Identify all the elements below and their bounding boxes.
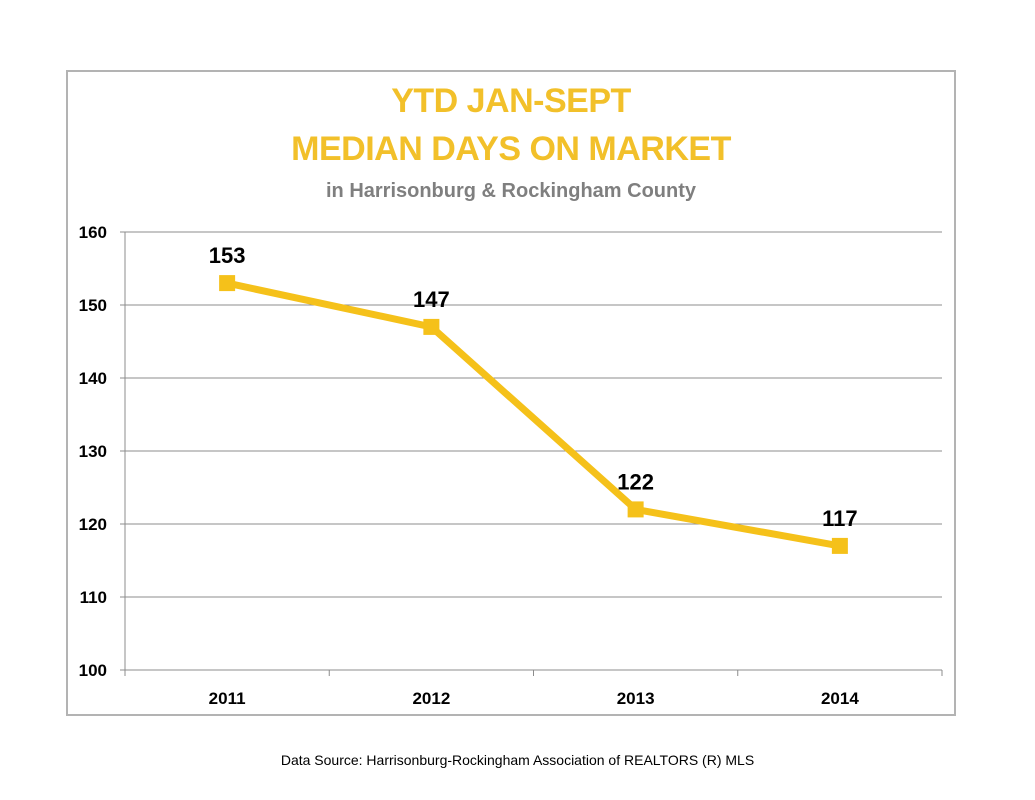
y-tick-label: 150	[79, 296, 107, 315]
data-label: 122	[617, 469, 654, 494]
x-tick-label: 2012	[412, 689, 450, 708]
chart-frame: YTD JAN-SEPT MEDIAN DAYS ON MARKET in Ha…	[66, 70, 956, 716]
x-tick-label: 2011	[209, 689, 246, 708]
data-point-marker	[219, 275, 236, 292]
data-point-marker	[423, 318, 440, 335]
y-tick-label: 110	[80, 588, 107, 607]
data-point-marker	[831, 537, 848, 554]
data-label: 117	[822, 506, 858, 531]
chart-title: YTD JAN-SEPT	[391, 82, 631, 120]
x-tick-label: 2014	[821, 689, 859, 708]
data-label: 153	[209, 243, 246, 268]
y-tick-label: 140	[79, 369, 107, 388]
data-source-note: Data Source: Harrisonburg-Rockingham Ass…	[280, 752, 755, 768]
y-tick-label: 160	[79, 223, 107, 242]
data-point-marker	[627, 501, 644, 518]
series-line	[223, 279, 844, 550]
y-tick-label: 120	[79, 515, 107, 534]
chart-title-line-2: MEDIAN DAYS ON MARKET	[291, 130, 731, 168]
chart-subtitle: in Harrisonburg & Rockingham County	[325, 180, 697, 202]
data-label: 147	[413, 287, 450, 312]
x-tick-label: 2013	[617, 689, 655, 708]
y-tick-label: 130	[79, 442, 107, 461]
y-tick-label: 100	[79, 661, 107, 680]
